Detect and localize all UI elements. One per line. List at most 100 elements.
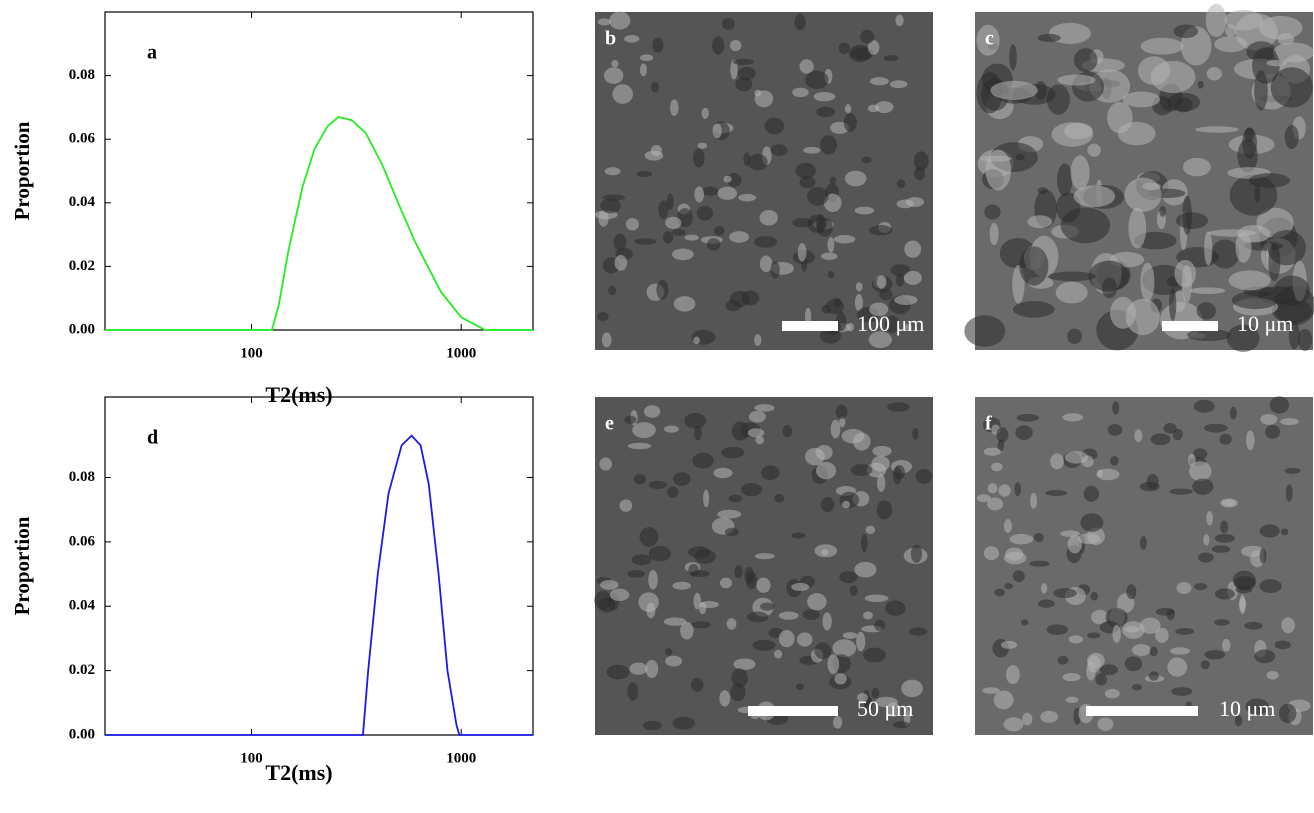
texture xyxy=(646,602,656,619)
texture xyxy=(670,99,679,116)
texture xyxy=(1187,453,1196,467)
texture xyxy=(1259,524,1280,538)
texture xyxy=(1087,143,1101,157)
y-tick-label: 0.00 xyxy=(69,321,95,337)
texture xyxy=(792,218,813,228)
texture xyxy=(1086,662,1096,681)
texture xyxy=(850,464,873,476)
texture xyxy=(1148,671,1159,681)
texture xyxy=(648,545,672,562)
texture xyxy=(754,90,774,108)
texture xyxy=(1110,455,1119,466)
texture xyxy=(1226,324,1260,352)
texture xyxy=(1073,185,1116,208)
texture xyxy=(656,279,669,300)
texture xyxy=(982,687,1000,694)
texture xyxy=(1003,518,1012,534)
texture xyxy=(815,461,837,480)
texture xyxy=(687,546,711,558)
texture xyxy=(644,150,664,161)
texture xyxy=(1192,448,1208,460)
texture xyxy=(723,175,732,183)
texture xyxy=(1048,271,1096,282)
image-background xyxy=(595,12,933,350)
texture xyxy=(825,298,844,315)
texture xyxy=(819,328,842,344)
texture xyxy=(712,36,725,55)
texture xyxy=(1204,231,1213,266)
texture xyxy=(1104,688,1120,699)
texture xyxy=(867,104,880,113)
texture xyxy=(1210,239,1240,269)
texture xyxy=(1107,101,1133,134)
texture xyxy=(1040,710,1058,723)
texture xyxy=(792,87,809,98)
texture xyxy=(1214,36,1248,53)
texture xyxy=(795,162,816,179)
texture xyxy=(1211,545,1231,553)
texture xyxy=(1193,399,1215,413)
texture xyxy=(1050,453,1064,470)
texture xyxy=(729,290,750,308)
texture xyxy=(1101,277,1117,299)
x-tick-label: 100 xyxy=(240,345,263,361)
texture xyxy=(698,602,707,615)
texture xyxy=(1139,617,1161,634)
texture xyxy=(1234,714,1243,727)
texture xyxy=(835,404,848,419)
texture xyxy=(1235,231,1252,263)
texture xyxy=(976,494,991,503)
texture xyxy=(1174,259,1196,288)
texture xyxy=(629,662,648,675)
texture xyxy=(1038,599,1055,608)
texture xyxy=(1122,91,1161,108)
texture xyxy=(1260,414,1278,425)
texture xyxy=(887,402,910,412)
texture xyxy=(842,500,851,509)
texture xyxy=(1242,127,1257,159)
texture xyxy=(860,29,875,44)
texture xyxy=(726,618,737,630)
texture xyxy=(832,716,843,729)
texture xyxy=(875,101,894,114)
plot-frame xyxy=(104,396,534,736)
texture xyxy=(861,156,872,164)
texture xyxy=(983,546,999,561)
texture xyxy=(714,226,725,236)
panel-label: d xyxy=(147,427,158,449)
texture xyxy=(1204,650,1226,660)
texture xyxy=(843,113,857,132)
texture xyxy=(1027,215,1053,229)
texture xyxy=(1125,298,1160,336)
panel-label: a xyxy=(147,42,157,64)
texture xyxy=(1012,570,1025,583)
texture xyxy=(1245,698,1270,715)
texture xyxy=(1090,591,1099,601)
texture xyxy=(816,106,836,118)
texture xyxy=(1159,205,1166,217)
texture xyxy=(770,144,788,157)
texture xyxy=(604,167,621,176)
panel-label: b xyxy=(605,28,616,50)
texture xyxy=(1259,548,1267,564)
texture xyxy=(827,270,835,279)
texture xyxy=(1015,153,1025,161)
texture xyxy=(889,80,908,89)
texture xyxy=(1266,671,1279,680)
texture xyxy=(904,323,912,331)
texture xyxy=(1265,424,1280,439)
texture xyxy=(756,577,771,593)
texture xyxy=(744,566,755,585)
texture xyxy=(1015,425,1033,440)
texture xyxy=(1254,70,1268,111)
texture xyxy=(1137,56,1171,86)
texture xyxy=(606,664,630,680)
texture xyxy=(894,295,918,306)
texture xyxy=(1096,468,1120,481)
texture xyxy=(643,405,661,418)
texture xyxy=(611,60,619,68)
texture xyxy=(1274,640,1291,650)
texture xyxy=(1045,489,1068,496)
texture xyxy=(663,617,687,626)
texture xyxy=(600,198,621,214)
